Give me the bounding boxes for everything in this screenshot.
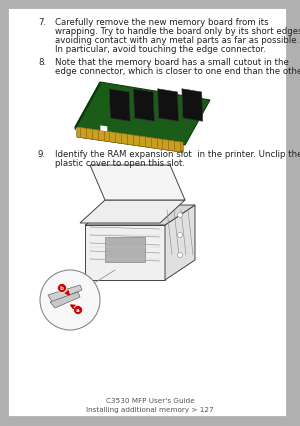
Text: b: b xyxy=(60,285,64,291)
Text: Installing additional memory > 127: Installing additional memory > 127 xyxy=(86,407,214,413)
Circle shape xyxy=(178,253,182,257)
Text: edge connector, which is closer to one end than the other.: edge connector, which is closer to one e… xyxy=(55,67,300,76)
Polygon shape xyxy=(100,125,107,131)
Circle shape xyxy=(74,305,82,314)
Circle shape xyxy=(58,283,67,293)
Bar xyxy=(85,225,165,280)
Text: Identify the RAM expansion slot  in the printer. Unclip the: Identify the RAM expansion slot in the p… xyxy=(55,150,300,159)
Text: In particular, avoid touching the edge connector.: In particular, avoid touching the edge c… xyxy=(55,45,266,54)
Polygon shape xyxy=(134,89,154,121)
Polygon shape xyxy=(182,89,203,121)
Text: 7.: 7. xyxy=(38,18,46,27)
Polygon shape xyxy=(48,285,82,302)
Polygon shape xyxy=(75,82,100,130)
Text: Carefully remove the new memory board from its: Carefully remove the new memory board fr… xyxy=(55,18,268,27)
Text: C3530 MFP User's Guide: C3530 MFP User's Guide xyxy=(106,398,194,404)
Polygon shape xyxy=(77,127,183,153)
Text: avoiding contact with any metal parts as far as possible.: avoiding contact with any metal parts as… xyxy=(55,36,299,45)
Polygon shape xyxy=(77,130,183,153)
Polygon shape xyxy=(109,89,130,121)
Circle shape xyxy=(178,213,182,218)
Text: wrapping. Try to handle the board only by its short edges,: wrapping. Try to handle the board only b… xyxy=(55,27,300,36)
Text: 9.: 9. xyxy=(38,150,46,159)
Text: a: a xyxy=(76,308,80,313)
Polygon shape xyxy=(75,82,210,145)
Polygon shape xyxy=(50,292,80,308)
Circle shape xyxy=(178,233,182,238)
Polygon shape xyxy=(90,165,185,200)
Polygon shape xyxy=(165,205,195,280)
Text: Note that the memory board has a small cutout in the: Note that the memory board has a small c… xyxy=(55,58,289,67)
Polygon shape xyxy=(158,89,178,121)
Polygon shape xyxy=(80,200,185,223)
Circle shape xyxy=(40,270,100,330)
Text: plastic cover to open this slot.: plastic cover to open this slot. xyxy=(55,159,185,168)
Bar xyxy=(105,237,145,262)
Polygon shape xyxy=(85,205,195,225)
Text: 8.: 8. xyxy=(38,58,46,67)
